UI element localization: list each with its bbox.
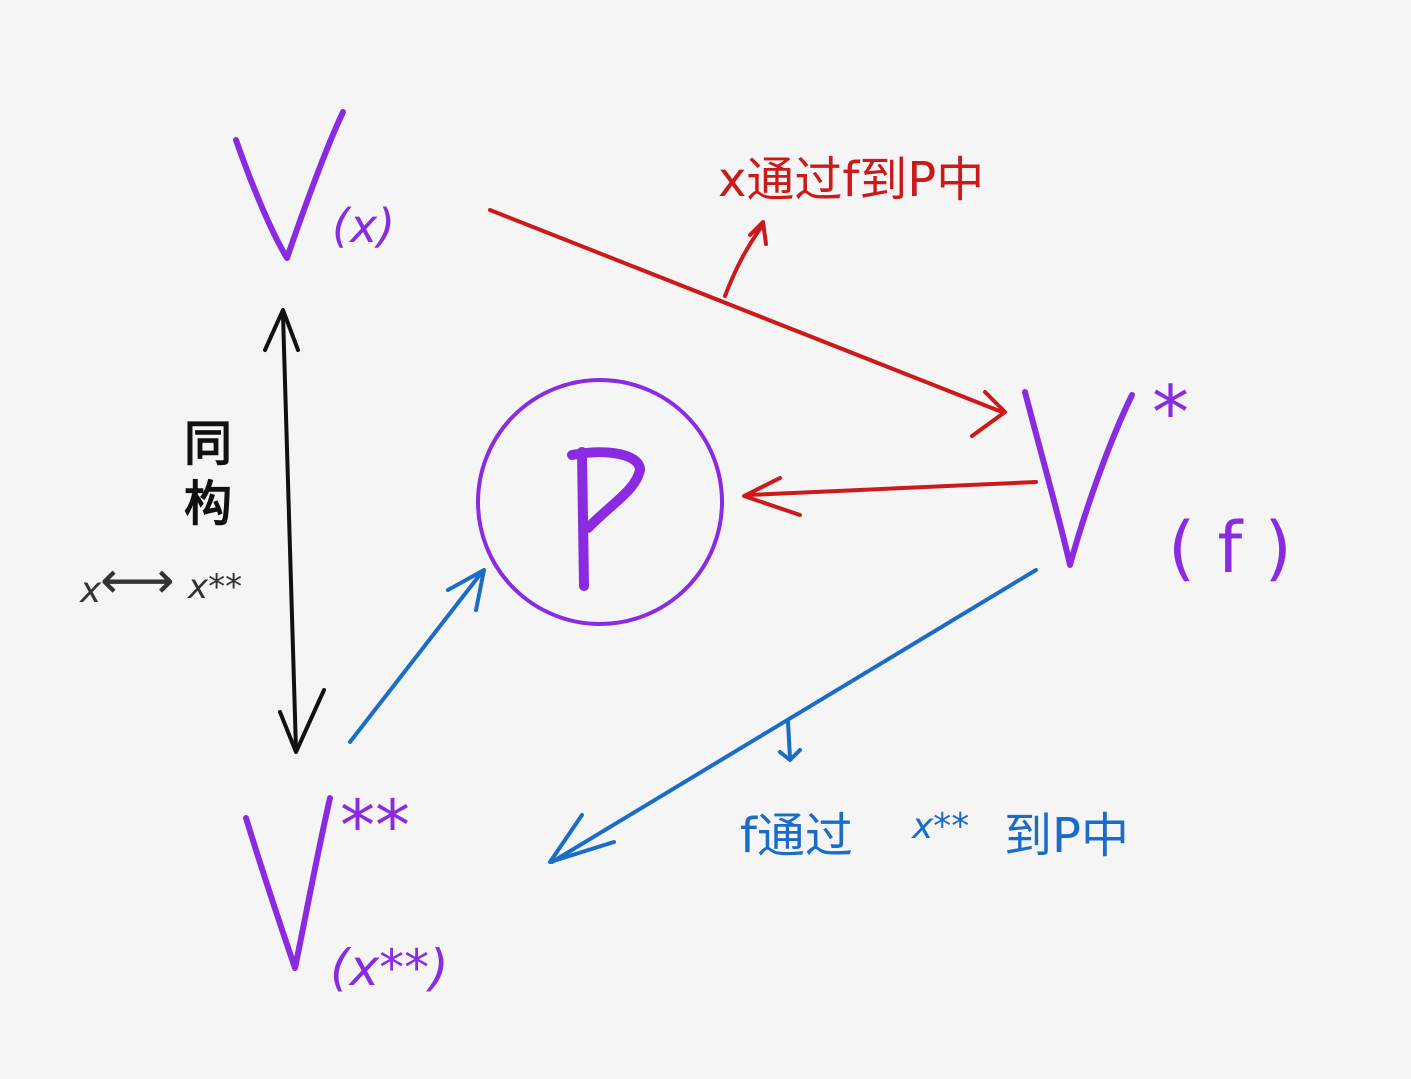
v-x-subscript: (x) xyxy=(332,199,395,253)
p-circle xyxy=(476,378,724,626)
blue-arrow-vdoublestar-to-p xyxy=(348,568,486,744)
red-arrow-head-1 xyxy=(970,390,1007,438)
blue-arrow-head-1 xyxy=(548,813,616,864)
mapping-arrow-icon: ⟷ xyxy=(100,551,175,611)
v-star-superscript: * xyxy=(1152,370,1189,456)
blue-arrow-shaft-1 xyxy=(550,568,1038,864)
blue-annotation-part2: x** xyxy=(911,806,969,847)
blue-annotation-part1: f通过 xyxy=(740,808,853,864)
red-annotation-pointer xyxy=(723,220,768,298)
v-double-star-letter-shape xyxy=(243,795,333,971)
isomorphism-label-line1: 同 xyxy=(184,416,232,472)
node-p: P xyxy=(476,378,724,626)
v-star-letter-shape xyxy=(1022,389,1135,568)
v-x-letter-shape xyxy=(233,109,346,261)
isomorphism-head-bottom xyxy=(278,688,326,754)
mapping-x-text: x xyxy=(79,570,102,611)
red-arrow-vx-to-vstar xyxy=(488,208,1007,438)
x-mapping: x ⟷ x** xyxy=(79,551,242,611)
node-v-double-star: ** (x**) xyxy=(243,785,449,997)
red-pointer-shaft xyxy=(723,224,764,298)
p-letter-shape xyxy=(567,447,645,591)
mapping-x-double-star-text: x** xyxy=(187,567,242,607)
node-v-star: * ( f ) xyxy=(1022,370,1292,589)
blue-annotation-pointer xyxy=(778,720,802,762)
red-annotation: x通过f到P中 xyxy=(718,152,984,208)
blue-arrow-shaft-2 xyxy=(348,570,484,744)
blue-pointer-head xyxy=(778,748,802,762)
isomorphism-label-line2: 构 xyxy=(184,476,232,532)
red-arrow-head-2 xyxy=(742,476,802,517)
node-v-x: V (x) xyxy=(233,109,395,261)
blue-annotation-part3: 到P中 xyxy=(1004,808,1129,864)
blue-pointer-shaft xyxy=(786,720,792,760)
v-double-star-superscript: ** xyxy=(340,785,410,867)
blue-arrow-vstar-to-vdoublestar xyxy=(548,568,1038,864)
v-star-subscript: ( f ) xyxy=(1168,507,1292,589)
v-double-star-subscript: (x**) xyxy=(330,939,449,997)
red-pointer-head xyxy=(748,220,768,246)
red-arrow-shaft-2 xyxy=(746,480,1038,497)
isomorphism-head-top xyxy=(263,308,300,352)
red-arrow-shaft-1 xyxy=(488,208,1004,414)
blue-arrow-head-2 xyxy=(446,568,486,612)
isomorphism-arrow xyxy=(263,308,326,754)
isomorphism-shaft xyxy=(281,313,298,752)
blue-annotation: f通过 x** 到P中 xyxy=(740,806,1129,864)
red-arrow-vstar-to-p xyxy=(742,476,1038,517)
